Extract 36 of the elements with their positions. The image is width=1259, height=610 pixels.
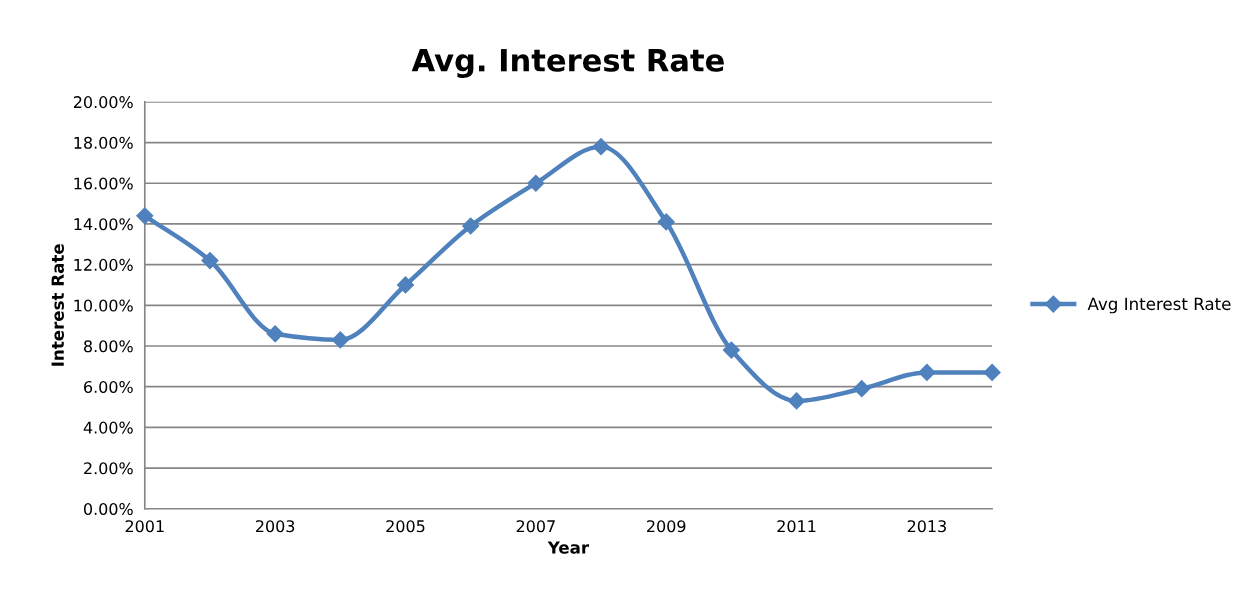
- point: [201, 251, 219, 270]
- point: [462, 217, 480, 235]
- x-tick-label: 2011: [777, 520, 816, 533]
- point: [983, 363, 1001, 381]
- point: [136, 207, 154, 225]
- point: [657, 213, 675, 231]
- point: [788, 392, 806, 410]
- point: [331, 331, 349, 349]
- y-tick-label: 12.00%: [74, 258, 133, 271]
- x-tick-label: 2001: [125, 520, 164, 533]
- x-tick-label: 2003: [255, 520, 295, 533]
- x-tick-label: 2009: [647, 520, 686, 533]
- x-axis-title: Year: [547, 541, 590, 554]
- point: [396, 276, 415, 294]
- legend-label: Avg Interest Rate: [1087, 297, 1231, 314]
- y-tick-label: 0.00%: [83, 502, 133, 516]
- y-tick-label: 4.00%: [83, 421, 133, 434]
- y-tick-label: 10.00%: [74, 299, 133, 312]
- point: [722, 341, 740, 359]
- y-tick-label: 2.00%: [84, 462, 133, 475]
- y-axis-title: Interest Rate: [51, 244, 64, 366]
- y-tick-label: 18.00%: [74, 136, 133, 149]
- x-tick-label: 2013: [907, 520, 946, 533]
- y-tick-label: 8.00%: [84, 340, 133, 353]
- point: [527, 174, 545, 192]
- x-tick-label: 2007: [516, 520, 555, 533]
- point: [918, 363, 936, 381]
- x-tick-label: 2005: [386, 520, 425, 533]
- y-tick-label: 6.00%: [84, 380, 133, 393]
- point: [266, 325, 284, 343]
- point: [592, 138, 610, 156]
- point: [853, 380, 871, 398]
- y-tick-label: 16.00%: [74, 177, 133, 190]
- y-tick-label: 20.00%: [73, 96, 133, 109]
- y-tick-label: 14.00%: [74, 218, 133, 231]
- chart-title: Avg. Interest Rate: [411, 49, 724, 78]
